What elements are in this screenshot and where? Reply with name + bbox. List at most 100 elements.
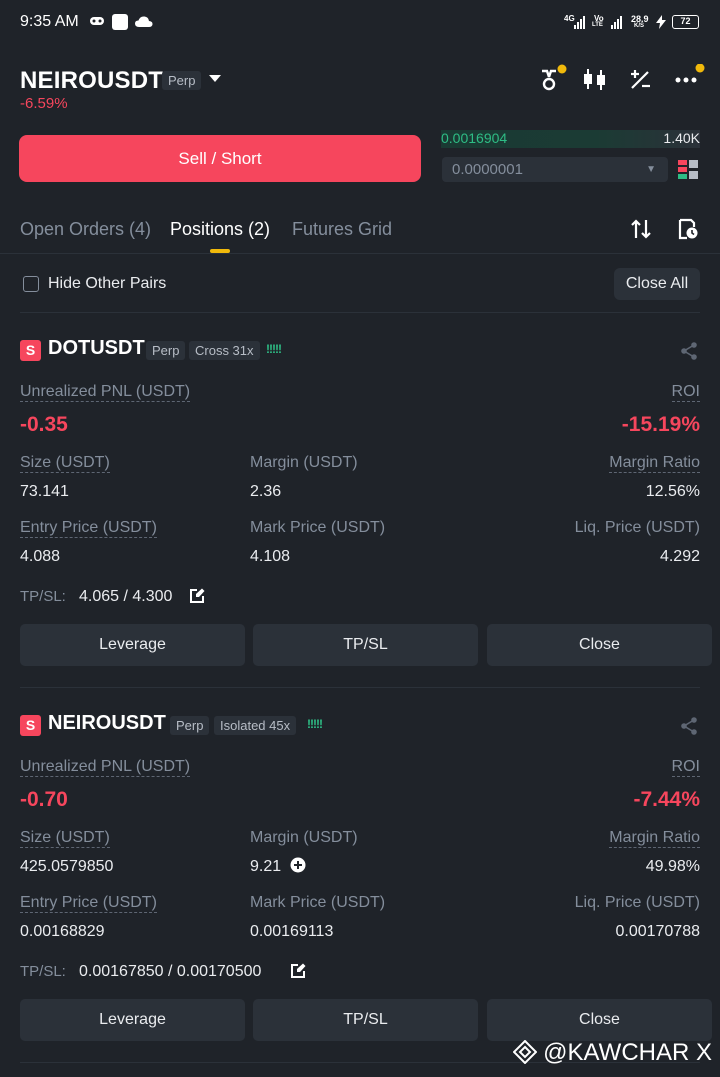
margin-label: Margin (USDT)	[250, 454, 358, 471]
orderbook-price[interactable]: 0.0016904	[441, 130, 508, 146]
entry-price-label[interactable]: Entry Price (USDT)	[20, 894, 157, 913]
tpsl-value: 0.00167850 / 0.00170500	[79, 963, 262, 980]
position-type-tag: Perp	[146, 341, 186, 360]
share-icon[interactable]	[680, 717, 698, 735]
leverage-button[interactable]: Leverage	[20, 624, 245, 666]
calculator-button[interactable]	[628, 66, 656, 94]
margin-ratio-value: 12.56%	[645, 483, 700, 500]
gamepad-icon	[90, 17, 104, 25]
symbol-header[interactable]: NEIROUSDT Perp -6.59%	[0, 60, 440, 116]
adl-indicator: !!!!!	[307, 717, 323, 731]
size-value: 73.141	[20, 483, 69, 500]
battery-indicator: 72	[672, 15, 699, 29]
charging-bolt-icon	[656, 15, 666, 29]
roi-label[interactable]: ROI	[671, 383, 700, 402]
mark-price-value: 4.108	[250, 548, 291, 565]
margin-ratio-label[interactable]: Margin Ratio	[609, 829, 700, 848]
edit-icon[interactable]	[189, 588, 205, 604]
diamond-logo-icon	[512, 1039, 537, 1065]
tpsl-value: 4.065 / 4.300	[79, 588, 173, 605]
signal-icon	[574, 16, 585, 29]
close-position-button[interactable]: Close	[487, 624, 712, 666]
liq-price-label: Liq. Price (USDT)	[574, 519, 700, 536]
candlestick-icon	[584, 69, 605, 90]
precision-select[interactable]: 0.0000001 ▼	[442, 157, 668, 182]
watermark-text: @KAWCHAR X	[543, 1039, 712, 1066]
tpsl-label: TP/SL:	[20, 963, 66, 980]
mark-price-value: 0.00169113	[250, 923, 334, 940]
precision-value: 0.0000001	[452, 161, 523, 178]
tpsl-button[interactable]: TP/SL	[253, 999, 478, 1041]
divider	[20, 687, 700, 688]
size-label[interactable]: Size (USDT)	[20, 829, 110, 848]
sort-icon[interactable]	[630, 218, 652, 240]
unrealized-pnl-value: -0.70	[20, 788, 68, 811]
unrealized-pnl-value: -0.35	[20, 413, 68, 436]
signal-2-icon	[611, 16, 622, 29]
volte-sub-label: LTE	[592, 22, 603, 28]
close-all-button[interactable]: Close All	[614, 268, 700, 300]
orderbook-volume: 1.40K	[663, 130, 700, 146]
recycle-icon	[542, 64, 567, 91]
margin-mode-tag[interactable]: Cross 31x	[189, 341, 260, 360]
filter-row: Hide Other Pairs Close All	[0, 262, 720, 312]
size-value: 425.0579850	[20, 858, 114, 875]
adl-indicator: !!!!!	[266, 342, 282, 356]
orderbook-depth-bar	[441, 130, 700, 148]
status-time: 9:35 AM	[20, 13, 79, 30]
position-card: S NEIROUSDT Perp Isolated 45x !!!!! Unre…	[0, 712, 720, 1070]
chevron-down-icon[interactable]	[209, 75, 221, 83]
roi-value: -15.19%	[621, 413, 700, 436]
close-position-button[interactable]: Close	[487, 999, 712, 1041]
tpsl-button[interactable]: TP/SL	[253, 624, 478, 666]
margin-value: 2.36	[250, 483, 282, 500]
sell-short-button[interactable]: Sell / Short	[19, 135, 421, 182]
position-symbol[interactable]: NEIROUSDT	[48, 712, 166, 734]
size-label[interactable]: Size (USDT)	[20, 454, 110, 473]
percent-icon	[631, 70, 650, 89]
position-tabs: Open Orders (4) Positions (2) Futures Gr…	[0, 214, 720, 254]
recycle-button[interactable]	[538, 64, 568, 94]
margin-label: Margin (USDT)	[250, 829, 358, 846]
edit-icon[interactable]	[290, 963, 306, 979]
tab-open-orders[interactable]: Open Orders (4)	[20, 219, 152, 239]
liq-price-value: 0.00170788	[615, 923, 700, 940]
watermark: @KAWCHAR X	[512, 1039, 712, 1067]
position-type-tag: Perp	[170, 716, 210, 735]
app-square-icon	[112, 14, 128, 30]
margin-ratio-label[interactable]: Margin Ratio	[609, 454, 700, 473]
orderbook-layout-icon[interactable]	[678, 160, 698, 180]
header-symbol: NEIROUSDT	[20, 67, 164, 94]
tab-futures-grid[interactable]: Futures Grid	[292, 219, 393, 239]
mark-price-label: Mark Price (USDT)	[250, 894, 386, 911]
tab-positions[interactable]: Positions (2)	[170, 219, 271, 239]
chevron-down-icon: ▼	[646, 164, 656, 175]
history-icon[interactable]	[677, 218, 699, 240]
status-bar: 9:35 AM 4G Vo LTE 28.9 K/S 72	[0, 0, 720, 46]
short-side-badge: S	[20, 340, 41, 361]
unrealized-pnl-label[interactable]: Unrealized PNL (USDT)	[20, 758, 191, 777]
add-margin-icon[interactable]	[290, 857, 306, 873]
divider	[20, 1062, 700, 1063]
chart-button[interactable]	[582, 66, 610, 94]
roi-label[interactable]: ROI	[671, 758, 700, 777]
entry-price-value: 0.00168829	[20, 923, 105, 940]
entry-price-label[interactable]: Entry Price (USDT)	[20, 519, 157, 538]
volte-label: Vo	[594, 14, 604, 23]
hide-other-pairs-label[interactable]: Hide Other Pairs	[48, 275, 167, 292]
cloud-icon	[135, 16, 153, 27]
divider	[20, 312, 700, 313]
leverage-button[interactable]: Leverage	[20, 999, 245, 1041]
speed-value: 28.9	[631, 14, 649, 24]
liq-price-value: 4.292	[659, 548, 700, 565]
unrealized-pnl-label[interactable]: Unrealized PNL (USDT)	[20, 383, 191, 402]
header-change: -6.59%	[20, 95, 68, 112]
more-button[interactable]	[674, 63, 706, 94]
entry-price-value: 4.088	[20, 548, 61, 565]
active-tab-indicator	[210, 249, 230, 253]
share-icon[interactable]	[680, 342, 698, 360]
position-symbol[interactable]: DOTUSDT	[48, 337, 145, 359]
short-side-badge: S	[20, 715, 41, 736]
margin-mode-tag[interactable]: Isolated 45x	[214, 716, 297, 735]
hide-other-pairs-checkbox[interactable]	[23, 276, 39, 292]
